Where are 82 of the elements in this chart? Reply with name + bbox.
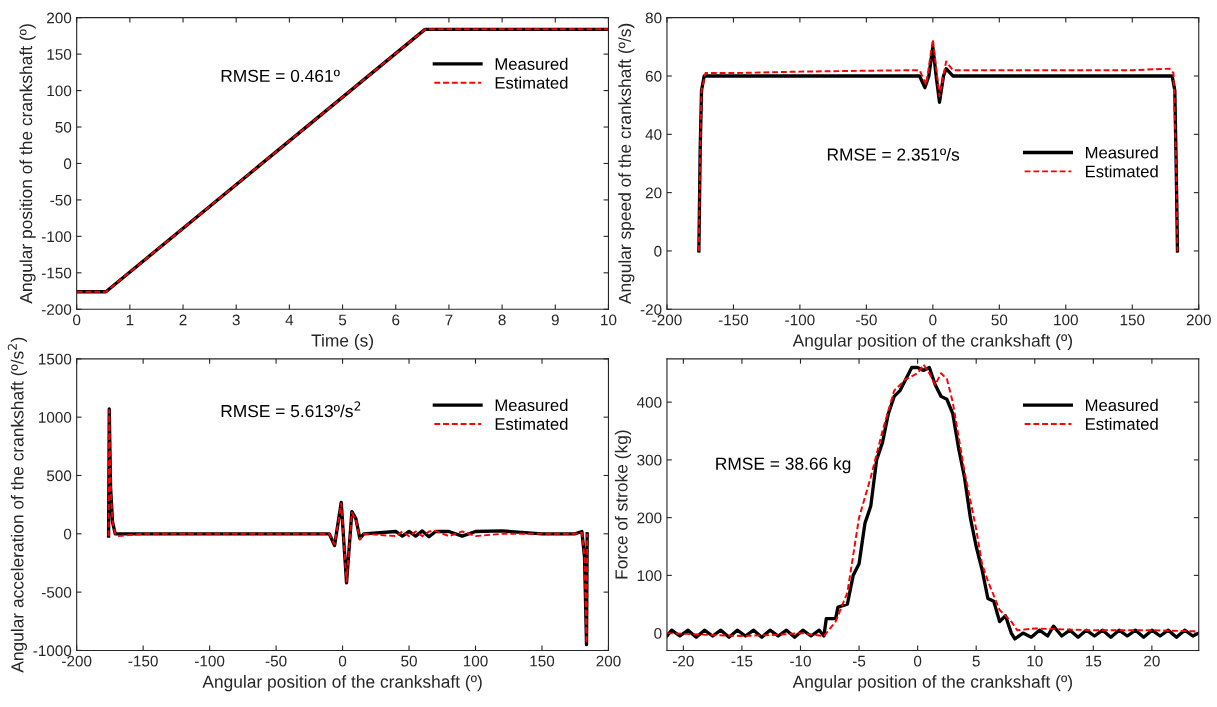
x-tick-label: -100 xyxy=(195,655,225,667)
x-tick-label: 100 xyxy=(463,655,488,667)
y-tick-label: -1000 xyxy=(33,645,72,657)
y-tick-label: 0 xyxy=(63,158,72,170)
x-tick-label: -15 xyxy=(731,655,753,667)
x-tick-label: 50 xyxy=(991,314,1008,326)
x-tick-label: 200 xyxy=(1186,314,1211,326)
y-tick-label: 200 xyxy=(637,512,662,524)
y-tick-label: 400 xyxy=(636,397,662,408)
x-tick-label: 7 xyxy=(445,314,453,326)
y-tick-label: 40 xyxy=(645,129,662,140)
x-tick-label: 0 xyxy=(929,314,937,326)
x-tick-label: 15 xyxy=(1085,655,1102,667)
legend-label: Measured xyxy=(1086,146,1158,159)
legend-label: Estimated xyxy=(1086,165,1158,178)
x-tick-label: 100 xyxy=(1054,314,1078,326)
x-tick-label: -150 xyxy=(128,655,158,667)
y-tick-label: 500 xyxy=(46,470,72,482)
y-axis-title: Force of stroke (kg) xyxy=(614,430,632,579)
y-tick-label: 1000 xyxy=(38,412,72,423)
x-tick-label: 8 xyxy=(498,314,506,326)
y-tick-label: 200 xyxy=(47,12,72,24)
x-tick-label: -50 xyxy=(856,314,877,326)
y-tick-label: -500 xyxy=(41,586,72,598)
annotation: RMSE = 5.613º/s$^{2}$ xyxy=(221,401,361,418)
x-tick-label: 6 xyxy=(392,314,400,326)
x-tick-label: 3 xyxy=(232,314,240,326)
y-tick-label: 80 xyxy=(645,12,662,24)
x-tick-label: 20 xyxy=(1144,655,1160,667)
legend-label: Measured xyxy=(495,57,568,70)
x-tick-label: -5 xyxy=(852,655,866,667)
x-tick-label: 10 xyxy=(1027,655,1043,667)
y-tick-label: 0 xyxy=(654,627,662,639)
y-tick-label: 1500 xyxy=(38,353,72,365)
x-tick-label: 50 xyxy=(401,655,417,667)
annotation: RMSE = 0.461º xyxy=(221,69,340,82)
x-tick-label: 9 xyxy=(551,314,559,326)
y-axis-title: Angular acceleration of the crankshaft (º/s$^{2}$) xyxy=(7,337,28,673)
x-tick-label: 2 xyxy=(179,314,187,326)
x-tick-label: 5 xyxy=(972,655,980,667)
legend-label: Measured xyxy=(495,398,568,412)
x-tick-label: 150 xyxy=(530,655,555,667)
x-tick-label: 5 xyxy=(338,314,347,326)
annotation: RMSE = 2.351º/s xyxy=(827,147,960,161)
y-axis-title: Angular speed of the crankshaft (º/s) xyxy=(618,23,635,305)
y-tick-label: -200 xyxy=(41,304,72,315)
y-tick-label: 150 xyxy=(47,48,72,60)
x-tick-label: -100 xyxy=(785,314,815,326)
y-tick-label: 100 xyxy=(47,85,72,97)
x-tick-label: -20 xyxy=(672,655,694,667)
y-tick-label: 50 xyxy=(55,121,72,133)
y-tick-label: -150 xyxy=(41,267,72,279)
x-tick-label: 0 xyxy=(338,655,347,667)
x-axis-title: Time (s) xyxy=(311,333,373,351)
y-tick-label: 20 xyxy=(645,187,662,199)
x-tick-label: 200 xyxy=(596,655,621,667)
x-axis-title: Angular position of the crankshaft (º) xyxy=(792,675,1072,692)
legend-label: Estimated xyxy=(495,417,568,430)
y-tick-label: -20 xyxy=(640,304,662,315)
legend-label: Measured xyxy=(1086,398,1158,412)
x-tick-label: -50 xyxy=(265,655,287,667)
x-tick-label: 0 xyxy=(913,655,922,667)
x-tick-label: 150 xyxy=(1120,314,1145,326)
annotation: RMSE = 38.66 kg xyxy=(716,457,851,474)
y-tick-label: 300 xyxy=(637,454,662,466)
x-tick-label: -10 xyxy=(790,655,811,667)
x-tick-label: 4 xyxy=(285,314,294,326)
x-tick-label: 1 xyxy=(126,314,134,326)
x-axis-title: Angular position of the crankshaft (º) xyxy=(202,675,482,692)
y-tick-label: -50 xyxy=(50,194,72,206)
x-axis-title: Angular position of the crankshaft (º) xyxy=(792,333,1072,351)
x-tick-label: -150 xyxy=(718,314,749,326)
y-tick-label: -100 xyxy=(41,231,72,243)
y-tick-label: 0 xyxy=(654,245,662,257)
legend-label: Estimated xyxy=(495,76,568,89)
y-tick-label: 0 xyxy=(63,528,72,540)
x-tick-label: 10 xyxy=(601,314,617,326)
y-axis-title: Angular position of the crankshaft (º) xyxy=(19,24,36,304)
x-tick-label: 0 xyxy=(73,314,81,326)
y-tick-label: 60 xyxy=(645,70,662,82)
legend-label: Estimated xyxy=(1086,417,1158,430)
y-tick-label: 100 xyxy=(637,570,662,582)
